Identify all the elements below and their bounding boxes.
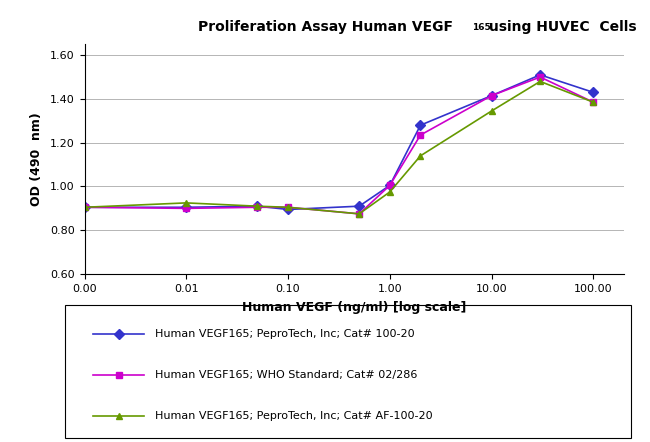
Human VEGF165; WHO Standard; Cat# 02/286 [417, 133, 424, 138]
Human VEGF165; PeproTech, Inc; Cat# AF-100-20 [386, 189, 394, 194]
Human VEGF165; PeproTech, Inc; Cat# AF-100-20 [284, 205, 292, 210]
Human VEGF165; WHO Standard; Cat# 02/286 [183, 206, 190, 211]
Human VEGF165; PeproTech, Inc; Cat# AF-100-20 [81, 205, 88, 210]
Human VEGF165; WHO Standard; Cat# 02/286 [356, 211, 363, 217]
Human VEGF165; PeproTech, Inc; Cat# 100-20 [356, 203, 363, 209]
Human VEGF165; PeproTech, Inc; Cat# AF-100-20 [590, 99, 597, 105]
Human VEGF165; PeproTech, Inc; Cat# 100-20 [386, 183, 394, 188]
Human VEGF165; PeproTech, Inc; Cat# AF-100-20 [536, 79, 544, 84]
Human VEGF165; PeproTech, Inc; Cat# AF-100-20 [488, 108, 495, 114]
Human VEGF165; PeproTech, Inc; Cat# 100-20 [81, 205, 88, 210]
Y-axis label: OD (490  nm): OD (490 nm) [30, 112, 43, 206]
Human VEGF165; PeproTech, Inc; Cat# 100-20 [536, 72, 544, 77]
Text: Human VEGF165; PeproTech, Inc; Cat# AF-100-20: Human VEGF165; PeproTech, Inc; Cat# AF-1… [155, 412, 433, 421]
Human VEGF165; PeproTech, Inc; Cat# AF-100-20 [356, 211, 363, 217]
Text: 165: 165 [472, 23, 491, 32]
Human VEGF165; WHO Standard; Cat# 02/286 [488, 93, 495, 98]
Human VEGF165; WHO Standard; Cat# 02/286 [386, 183, 394, 188]
Human VEGF165; PeproTech, Inc; Cat# 100-20 [254, 203, 261, 209]
Human VEGF165; PeproTech, Inc; Cat# AF-100-20 [183, 200, 190, 206]
Human VEGF165; PeproTech, Inc; Cat# 100-20 [183, 205, 190, 210]
Line: Human VEGF165; PeproTech, Inc; Cat# AF-100-20: Human VEGF165; PeproTech, Inc; Cat# AF-1… [81, 78, 597, 217]
Text: Proliferation Assay Human VEGF: Proliferation Assay Human VEGF [198, 20, 452, 34]
Line: Human VEGF165; PeproTech, Inc; Cat# 100-20: Human VEGF165; PeproTech, Inc; Cat# 100-… [81, 71, 597, 213]
X-axis label: Human VEGF (ng/ml) [log scale]: Human VEGF (ng/ml) [log scale] [242, 301, 467, 314]
Human VEGF165; PeproTech, Inc; Cat# 100-20 [590, 90, 597, 95]
Human VEGF165; WHO Standard; Cat# 02/286 [536, 74, 544, 80]
Human VEGF165; PeproTech, Inc; Cat# 100-20 [488, 93, 495, 98]
Human VEGF165; WHO Standard; Cat# 02/286 [284, 205, 292, 210]
Human VEGF165; PeproTech, Inc; Cat# AF-100-20 [254, 203, 261, 209]
Text: Human VEGF165; WHO Standard; Cat# 02/286: Human VEGF165; WHO Standard; Cat# 02/286 [155, 370, 418, 380]
Human VEGF165; PeproTech, Inc; Cat# 100-20 [284, 207, 292, 212]
Human VEGF165; WHO Standard; Cat# 02/286 [590, 99, 597, 105]
Human VEGF165; WHO Standard; Cat# 02/286 [254, 205, 261, 210]
Human VEGF165; PeproTech, Inc; Cat# 100-20 [417, 122, 424, 128]
Text: Human VEGF165; PeproTech, Inc; Cat# 100-20: Human VEGF165; PeproTech, Inc; Cat# 100-… [155, 329, 415, 339]
Human VEGF165; WHO Standard; Cat# 02/286 [81, 205, 88, 210]
Human VEGF165; PeproTech, Inc; Cat# AF-100-20 [417, 153, 424, 159]
Text: using HUVEC  Cells: using HUVEC Cells [484, 20, 637, 34]
Line: Human VEGF165; WHO Standard; Cat# 02/286: Human VEGF165; WHO Standard; Cat# 02/286 [81, 73, 597, 217]
